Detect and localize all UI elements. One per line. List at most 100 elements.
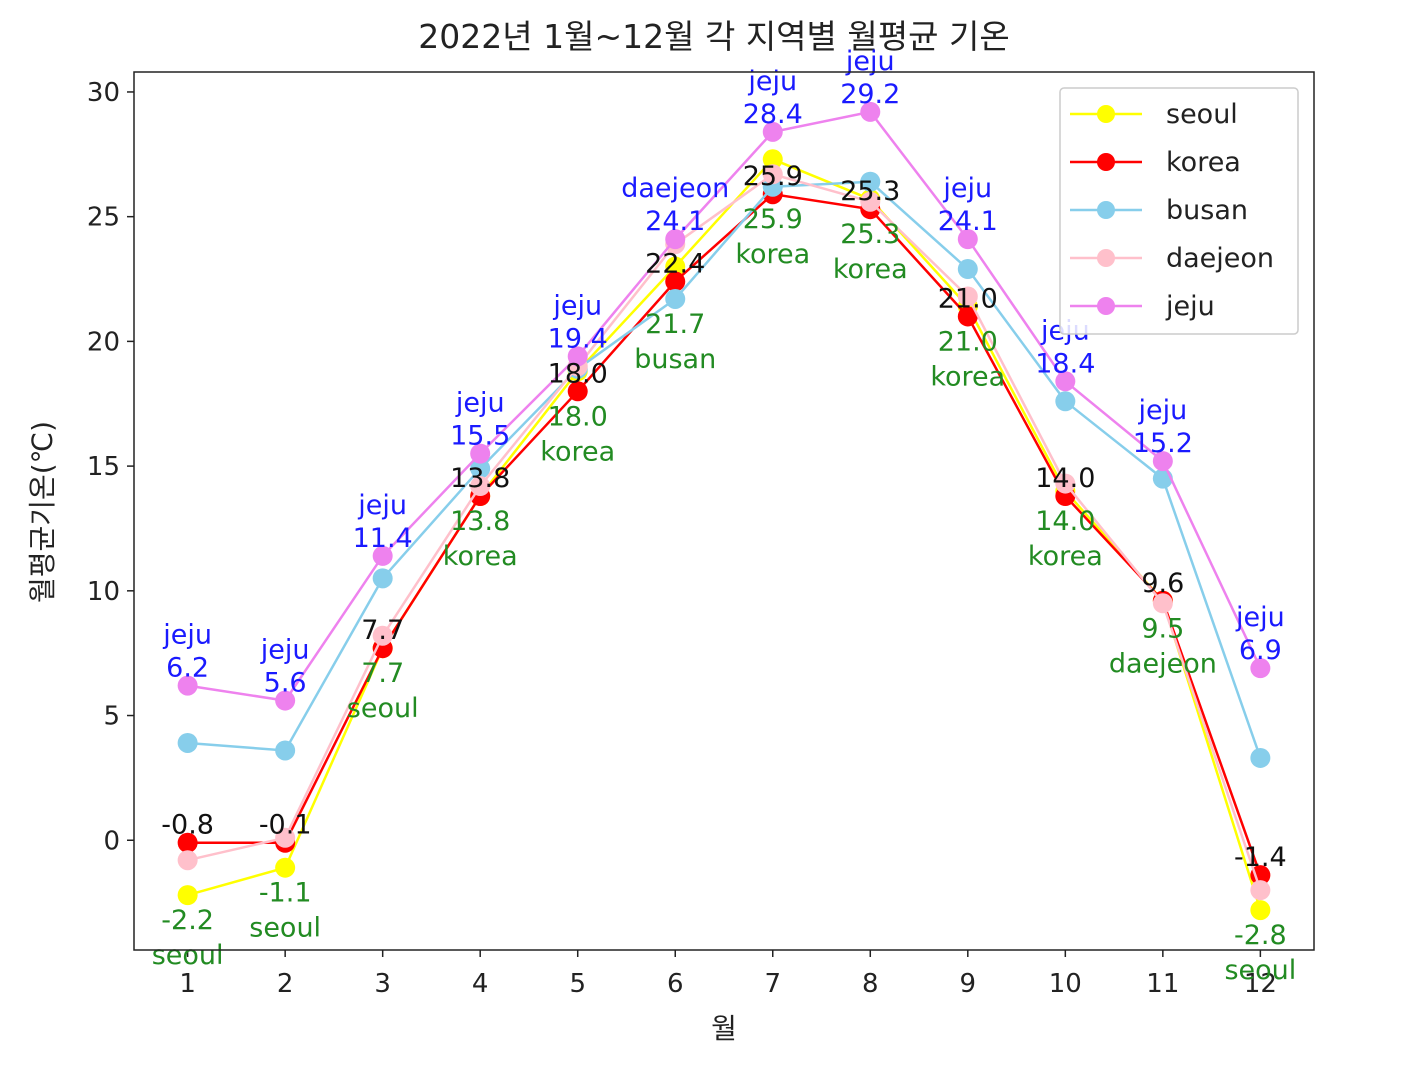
min-region-label: korea (443, 541, 518, 572)
series-lines (177, 101, 1271, 921)
data-point-busan (860, 171, 881, 192)
data-point-busan (372, 568, 393, 589)
min-value-label: 7.7 (361, 658, 404, 689)
max-value-label: 19.4 (548, 323, 608, 354)
x-tick-label: 12 (1244, 969, 1277, 999)
x-tick-label: 5 (569, 969, 586, 999)
min-region-label: korea (540, 436, 615, 467)
max-value-label: 18.4 (1035, 348, 1095, 379)
max-value-label: 15.5 (450, 421, 510, 452)
max-region-label: jeju (747, 66, 797, 97)
data-point-busan (177, 732, 198, 753)
data-annotations: jeju6.2-0.8-2.2seouljeju5.6-0.1-1.1seoul… (152, 46, 1297, 986)
korea-value-label: 21.0 (938, 283, 998, 314)
x-tick-label: 7 (764, 969, 781, 999)
data-point-busan (957, 259, 978, 280)
legend-label-seoul: seoul (1166, 99, 1238, 130)
data-point-busan (1250, 747, 1271, 768)
max-value-label: 11.4 (353, 523, 413, 554)
max-region-label: jeju (1235, 602, 1285, 633)
min-value-label: -2.8 (1234, 920, 1287, 951)
min-region-label: korea (930, 361, 1005, 392)
data-point-jeju (1055, 371, 1076, 392)
data-point-daejeon (1152, 593, 1173, 614)
x-tick-label: 3 (374, 969, 391, 999)
data-point-daejeon (177, 850, 198, 871)
max-region-label: jeju (162, 620, 212, 651)
chart-title: 2022년 1월~12월 각 지역별 월평균 기온 (418, 17, 1009, 56)
max-value-label: 24.1 (938, 206, 998, 237)
data-point-jeju (762, 121, 783, 142)
min-region-label: seoul (152, 940, 224, 971)
y-axis-title: 월평균기온(℃) (26, 421, 59, 603)
legend-label-busan: busan (1166, 195, 1248, 226)
data-point-korea (1250, 865, 1271, 886)
data-point-jeju (1250, 658, 1271, 679)
legend-label-korea: korea (1166, 147, 1241, 178)
data-point-korea (957, 306, 978, 327)
max-value-label: 15.2 (1133, 428, 1193, 459)
data-point-jeju (372, 545, 393, 566)
min-value-label: 25.9 (743, 204, 803, 235)
data-point-daejeon (1250, 880, 1271, 901)
min-region-label: korea (1028, 541, 1103, 572)
data-point-daejeon (762, 164, 783, 185)
legend-marker-jeju (1097, 297, 1115, 315)
y-tick-label: 5 (103, 702, 120, 732)
legend-label-daejeon: daejeon (1166, 243, 1274, 274)
data-point-jeju (665, 229, 686, 250)
series-line-seoul (187, 157, 1262, 911)
korea-value-label: 22.4 (645, 249, 705, 280)
korea-value-label: -0.1 (259, 810, 312, 841)
min-region-label: korea (833, 254, 908, 285)
data-point-jeju (177, 675, 198, 696)
data-point-jeju (470, 443, 491, 464)
min-region-label: seoul (249, 913, 321, 944)
korea-value-label: 18.0 (548, 358, 608, 389)
data-point-busan (1055, 391, 1076, 412)
data-point-jeju (567, 346, 588, 367)
data-point-daejeon (275, 827, 296, 848)
korea-value-label: 25.3 (840, 176, 900, 207)
legend-marker-busan (1097, 201, 1115, 219)
data-point-korea (567, 381, 588, 402)
series-line-daejeon (187, 172, 1262, 891)
korea-value-label: -0.8 (161, 810, 214, 841)
plot-frame (133, 71, 1315, 951)
min-value-label: 21.7 (645, 309, 705, 340)
max-region-label: jeju (260, 635, 310, 666)
x-tick-label: 11 (1146, 969, 1179, 999)
y-tick-label: 0 (103, 826, 120, 856)
data-point-busan (470, 458, 491, 479)
max-region-label: jeju (357, 490, 407, 521)
korea-value-label: 9.6 (1141, 568, 1184, 599)
y-tick-label: 10 (87, 577, 120, 607)
y-tick-label: 20 (87, 327, 120, 357)
y-tick-label: 15 (87, 452, 120, 482)
max-region-label: jeju (552, 290, 602, 321)
legend-label-jeju: jeju (1165, 291, 1215, 322)
data-point-korea (665, 271, 686, 292)
x-tick-label: 2 (277, 969, 294, 999)
x-tick-label: 10 (1049, 969, 1082, 999)
data-point-daejeon (1055, 473, 1076, 494)
data-point-daejeon (957, 286, 978, 307)
data-point-busan (665, 288, 686, 309)
max-region-label: jeju (942, 173, 992, 204)
min-value-label: 18.0 (548, 401, 608, 432)
x-tick-label: 4 (472, 969, 489, 999)
korea-value-label: 13.8 (450, 463, 510, 494)
x-tick-label: 6 (667, 969, 684, 999)
min-region-label: busan (634, 344, 716, 375)
data-point-korea (177, 832, 198, 853)
data-point-jeju (1152, 451, 1173, 472)
min-value-label: 21.0 (938, 326, 998, 357)
series-line-korea (187, 192, 1262, 876)
legend-marker-daejeon (1097, 249, 1115, 267)
data-point-jeju (275, 690, 296, 711)
y-tick-label: 30 (87, 78, 120, 108)
data-point-jeju (957, 229, 978, 250)
min-region-label: daejeon (1109, 648, 1217, 679)
